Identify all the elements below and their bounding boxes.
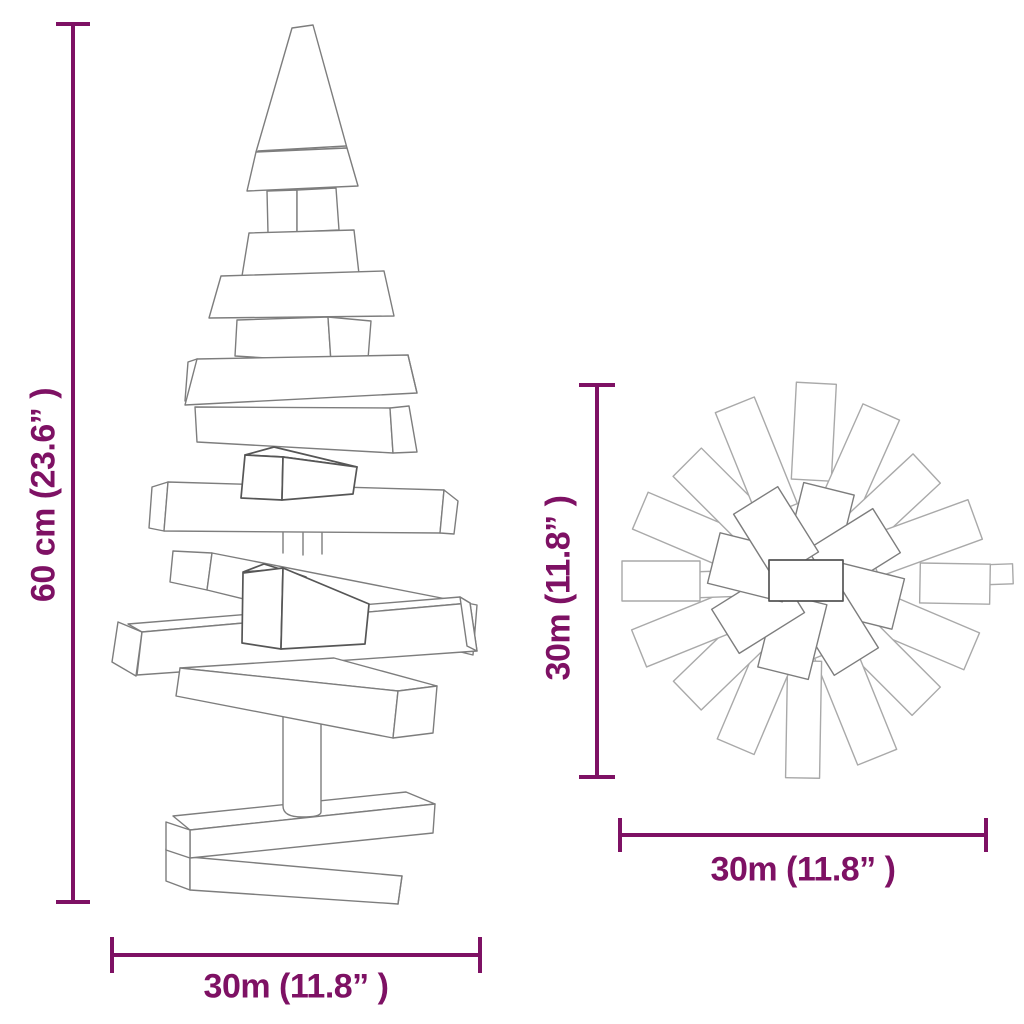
star-width-label: 30m (11.8” ) bbox=[710, 850, 896, 889]
tree-top-cone bbox=[255, 24, 348, 153]
tree-slat-end bbox=[111, 621, 143, 677]
tree-block-front bbox=[241, 567, 284, 650]
star-height-label: 30m (11.8” ) bbox=[539, 495, 578, 681]
tree-base-beam-end bbox=[165, 821, 191, 859]
tree-slat-end bbox=[459, 596, 478, 652]
tree-slat bbox=[184, 354, 418, 406]
tree-trunk-block bbox=[296, 187, 340, 233]
tree-block-side bbox=[280, 567, 370, 650]
star-height-dimension-line bbox=[579, 383, 615, 779]
star-inner-slats bbox=[706, 481, 906, 681]
star-width-dimension-line bbox=[618, 818, 988, 852]
wooden-star-drawing bbox=[621, 381, 1014, 779]
tree-slat-end bbox=[439, 489, 459, 535]
tree-width-label: 30m (11.8” ) bbox=[203, 967, 389, 1006]
star-center-block bbox=[768, 559, 844, 602]
tree-center-post bbox=[282, 716, 322, 818]
tree-block-front bbox=[240, 454, 284, 501]
tree-slat bbox=[194, 406, 394, 454]
tree-cone-skirt bbox=[246, 147, 359, 192]
tree-slat bbox=[241, 229, 360, 277]
tree-slat-end bbox=[392, 685, 438, 739]
wooden-tree-drawing bbox=[111, 24, 478, 905]
tree-width-dimension-line bbox=[110, 937, 482, 973]
tree-slat bbox=[208, 270, 395, 319]
tree-slat bbox=[234, 316, 332, 363]
tree-base-beam bbox=[189, 856, 403, 905]
tree-height-dimension-line bbox=[56, 22, 90, 904]
tree-block-side bbox=[281, 456, 358, 501]
tree-height-label: 60 cm (23.6” ) bbox=[24, 387, 63, 603]
tree-slat-end bbox=[169, 550, 213, 591]
tree-trunk-block bbox=[266, 189, 298, 234]
tree-slat-end bbox=[389, 405, 418, 454]
tree-center-post-mid bbox=[282, 530, 323, 556]
